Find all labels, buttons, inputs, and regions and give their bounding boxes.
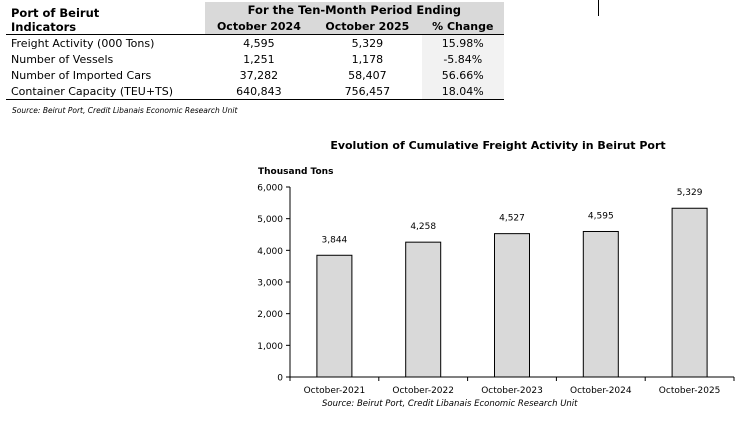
table-corner-header: Port of Beirut Indicators bbox=[6, 2, 205, 35]
percent-change: 18.04% bbox=[421, 83, 504, 100]
bar-october-2024 bbox=[582, 230, 619, 378]
divider-line bbox=[598, 0, 599, 16]
corner-line-1: Port of Beirut bbox=[11, 6, 100, 20]
x-tick-label: October-2022 bbox=[392, 386, 454, 396]
x-tick-label: October-2021 bbox=[304, 386, 366, 396]
percent-change: 15.98% bbox=[421, 34, 504, 51]
y-tick-label: 1,000 bbox=[257, 342, 283, 352]
table-row: Number of Imported Cars 37,282 58,407 56… bbox=[6, 67, 504, 83]
bar-october-2025 bbox=[671, 207, 708, 378]
corner-line-2: Indicators bbox=[11, 20, 77, 34]
y-tick-label: 6,000 bbox=[257, 184, 283, 194]
table-row: Number of Vessels 1,251 1,178 -5.84% bbox=[6, 51, 504, 67]
percent-change: -5.84% bbox=[421, 51, 504, 67]
y-tick-label: 5,000 bbox=[257, 215, 283, 225]
column-header-change: % Change bbox=[421, 18, 504, 35]
data-label: 4,595 bbox=[588, 211, 614, 221]
y-axis: 0 1,000 2,000 3,000 4,000 5,000 6,000 bbox=[257, 184, 291, 384]
bars-group: 3,844 4,258 4,527 4,595 5,329 bbox=[316, 188, 708, 378]
value-2024: 1,251 bbox=[243, 52, 275, 66]
data-label: 5,329 bbox=[677, 188, 703, 198]
value-2024: 4,595 bbox=[243, 36, 275, 50]
row-label: Freight Activity (000 Tons) bbox=[11, 36, 155, 50]
chart-title: Evolution of Cumulative Freight Activity… bbox=[330, 139, 666, 152]
column-header-2025: October 2025 bbox=[313, 18, 422, 35]
y-axis-units-label: Thousand Tons bbox=[258, 167, 334, 177]
value-2024: 37,282 bbox=[239, 68, 279, 82]
bar-october-2021 bbox=[316, 254, 353, 378]
x-tick-label: October-2024 bbox=[570, 386, 632, 396]
y-tick-label: 0 bbox=[277, 374, 283, 384]
table-source-note: Source: Beirut Port, Credit Libanais Eco… bbox=[12, 106, 238, 115]
chart-source-note: Source: Beirut Port, Credit Libanais Eco… bbox=[322, 399, 578, 409]
value-2025: 5,329 bbox=[351, 36, 384, 50]
value-2024: 640,843 bbox=[204, 83, 314, 100]
data-label: 4,258 bbox=[410, 222, 436, 232]
column-header-2024: October 2024 bbox=[204, 18, 314, 35]
percent-change: 56.66% bbox=[421, 67, 504, 83]
table-row: Freight Activity (000 Tons) 4,595 5,329 … bbox=[6, 34, 504, 51]
bar-october-2022 bbox=[405, 241, 442, 378]
y-tick-label: 4,000 bbox=[257, 247, 283, 257]
data-label: 3,844 bbox=[322, 235, 348, 245]
value-2025: 58,407 bbox=[348, 68, 387, 82]
data-label: 4,527 bbox=[499, 214, 525, 224]
row-label: Container Capacity (TEU+TS) bbox=[6, 83, 205, 100]
row-label: Number of Vessels bbox=[11, 52, 114, 66]
x-tick-label: October-2025 bbox=[659, 386, 721, 396]
x-axis: October-2021 October-2022 October-2023 Octo… bbox=[289, 376, 735, 396]
indicators-table: Port of Beirut Indicators For the Ten-Mo… bbox=[6, 2, 504, 100]
value-2025: 756,457 bbox=[313, 83, 422, 100]
table-row: Container Capacity (TEU+TS) 640,843 756,… bbox=[6, 83, 504, 100]
y-tick-label: 3,000 bbox=[257, 279, 283, 289]
period-header: For the Ten-Month Period Ending bbox=[204, 2, 504, 18]
y-tick-label: 2,000 bbox=[257, 310, 283, 320]
value-2025: 1,178 bbox=[351, 52, 384, 66]
bar-october-2023 bbox=[494, 233, 530, 378]
row-label: Number of Imported Cars bbox=[11, 68, 152, 82]
x-tick-label: October-2023 bbox=[481, 386, 543, 396]
